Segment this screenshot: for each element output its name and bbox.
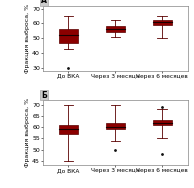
FancyBboxPatch shape bbox=[59, 125, 78, 134]
FancyBboxPatch shape bbox=[152, 121, 172, 125]
FancyBboxPatch shape bbox=[106, 26, 125, 32]
FancyBboxPatch shape bbox=[106, 123, 125, 130]
Text: Б: Б bbox=[41, 91, 47, 100]
Y-axis label: Фракция выброса, %: Фракция выброса, % bbox=[25, 98, 30, 167]
Y-axis label: Фракция выброса, %: Фракция выброса, % bbox=[25, 4, 30, 73]
Text: А: А bbox=[41, 0, 47, 5]
FancyBboxPatch shape bbox=[152, 20, 172, 25]
FancyBboxPatch shape bbox=[59, 29, 78, 43]
